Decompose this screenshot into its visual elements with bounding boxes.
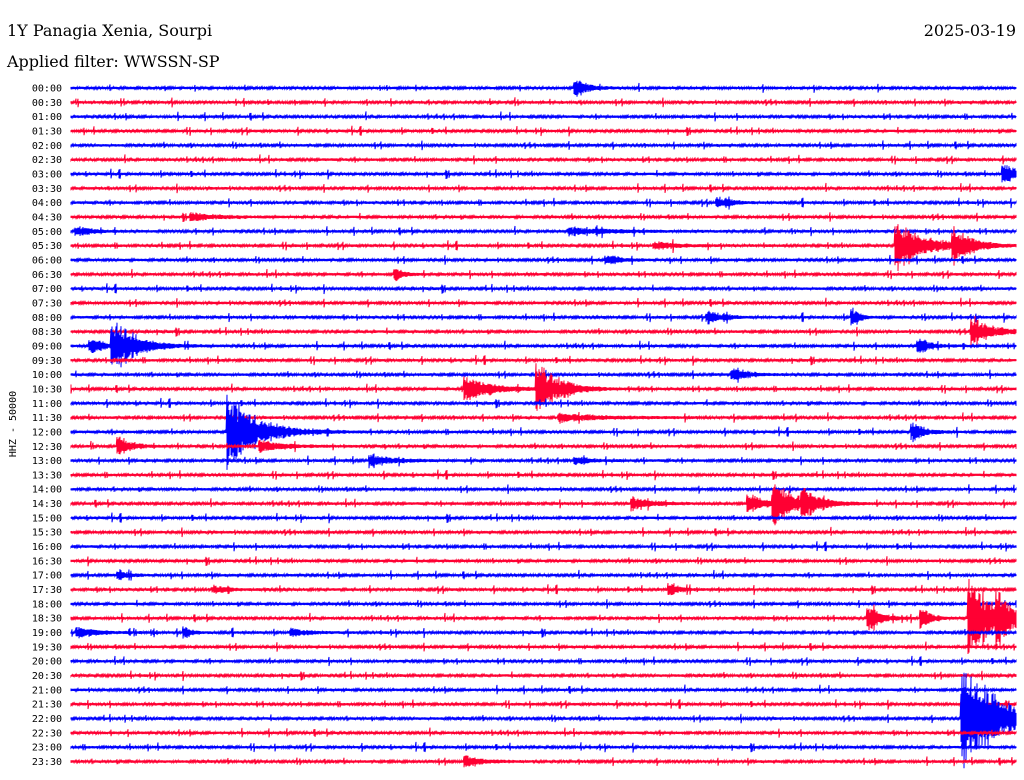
row-label: 13:00 [32, 456, 62, 467]
row-label: 09:00 [32, 341, 62, 352]
row-label: 06:00 [32, 255, 62, 266]
row-label: 05:00 [32, 227, 62, 238]
row-label: 10:00 [32, 370, 62, 381]
row-label: 13:30 [32, 470, 62, 481]
row-label: 04:30 [32, 212, 62, 223]
row-label: 02:30 [32, 155, 62, 166]
row-label: 14:30 [32, 499, 62, 510]
trace-row-0800 [70, 307, 1017, 326]
row-label: 12:30 [32, 442, 62, 453]
trace-row-2200 [70, 672, 1017, 769]
row-label: 16:00 [32, 542, 62, 553]
row-label: 01:30 [32, 126, 62, 137]
trace-group [70, 80, 1017, 769]
trace-row-1900 [70, 626, 1017, 639]
row-label: 11:30 [32, 413, 62, 424]
row-label: 14:00 [32, 485, 62, 496]
row-label: 11:00 [32, 399, 62, 410]
row-label: 19:00 [32, 628, 62, 639]
row-label: 21:30 [32, 700, 62, 711]
plot-date: 2025-03-19 [923, 21, 1016, 40]
row-label: 04:00 [32, 198, 62, 209]
row-label: 07:00 [32, 284, 62, 295]
row-label: 08:00 [32, 313, 62, 324]
row-label: 23:00 [32, 743, 62, 754]
y-axis-label: HHZ - 50000 [8, 391, 19, 457]
row-label: 16:30 [32, 556, 62, 567]
row-label: 21:00 [32, 685, 62, 696]
row-label: 06:30 [32, 270, 62, 281]
row-label: 17:00 [32, 571, 62, 582]
row-label: 07:30 [32, 298, 62, 309]
row-label: 22:30 [32, 728, 62, 739]
row-label: 12:00 [32, 427, 62, 438]
row-label: 15:00 [32, 513, 62, 524]
row-label: 03:00 [32, 169, 62, 180]
row-label: 19:30 [32, 642, 62, 653]
row-label: 02:00 [32, 141, 62, 152]
row-label: 20:00 [32, 657, 62, 668]
row-label: 01:00 [32, 112, 62, 123]
row-label: 03:30 [32, 184, 62, 195]
row-label: 05:30 [32, 241, 62, 252]
row-label: 00:00 [32, 84, 62, 95]
row-label: 20:30 [32, 671, 62, 682]
trace-row-0630 [70, 268, 1017, 282]
row-label: 18:30 [32, 614, 62, 625]
station-title: 1Y Panagia Xenia, Sourpi [7, 21, 213, 40]
row-label: 22:00 [32, 714, 62, 725]
row-label: 17:30 [32, 585, 62, 596]
row-label-group: 00:00 00:30 01:00 01:30 02:00 02:30 03:00 03:30… [32, 84, 62, 769]
row-label: 18:00 [32, 599, 62, 610]
row-label: 09:30 [32, 356, 62, 367]
row-label: 08:30 [32, 327, 62, 338]
filter-label: Applied filter: WWSSN-SP [7, 52, 220, 71]
row-label: 23:30 [32, 757, 62, 768]
row-label: 10:30 [32, 384, 62, 395]
row-label: 15:30 [32, 528, 62, 539]
row-label: 00:30 [32, 98, 62, 109]
